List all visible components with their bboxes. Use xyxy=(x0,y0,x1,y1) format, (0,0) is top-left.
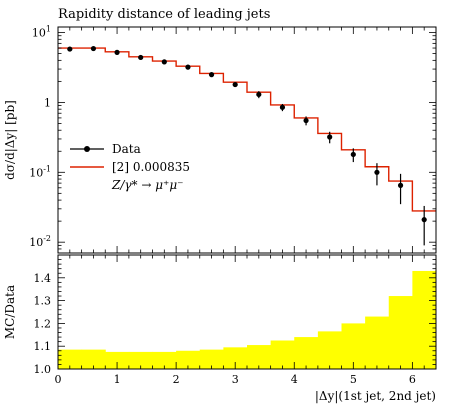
ratio-y-tick-label: 1.1 xyxy=(34,340,52,353)
data-point xyxy=(279,104,286,110)
data-point xyxy=(161,59,167,65)
ratio-bar xyxy=(412,270,437,369)
y-axis-label: dσ/d|Δy| [pb] xyxy=(3,100,17,180)
x-axis-label: |Δy|(1st jet, 2nd jet) xyxy=(315,389,436,403)
data-point xyxy=(90,45,97,52)
ratio-bar xyxy=(105,351,130,369)
ratio-bar xyxy=(176,350,201,369)
legend-data-marker xyxy=(84,146,90,152)
legend-mc-label: [2] 0.000835 xyxy=(112,160,190,174)
data-point xyxy=(374,169,380,175)
ratio-y-tick-label: 1.2 xyxy=(34,317,52,330)
ratio-bar xyxy=(365,316,390,369)
data-point xyxy=(67,46,73,52)
x-tick-label: 3 xyxy=(232,373,239,386)
ratio-bar xyxy=(128,351,153,369)
y-tick-label: 101 xyxy=(32,25,51,40)
y-tick-label: 10-1 xyxy=(29,164,51,179)
main-frame xyxy=(57,26,437,254)
ratio-y-axis-label: MC/Data xyxy=(3,285,17,339)
ratio-bar xyxy=(199,349,224,369)
data-point xyxy=(303,117,309,124)
ratio-bar xyxy=(58,349,83,369)
ratio-bar xyxy=(341,323,366,369)
data-point xyxy=(397,182,404,188)
ratio-bar xyxy=(294,337,319,369)
data-point xyxy=(256,91,262,98)
data-point xyxy=(327,134,333,140)
x-tick-label: 2 xyxy=(173,373,180,386)
x-tick-label: 1 xyxy=(114,373,121,386)
legend-process-label: Z/γ* → μ⁺μ⁻ xyxy=(111,178,184,192)
data-point xyxy=(114,49,120,55)
ratio-y-tick-label: 1.3 xyxy=(34,295,52,308)
ratio-y-tick-label: 1.0 xyxy=(34,363,52,376)
x-tick-label: 0 xyxy=(55,373,62,386)
ratio-bar xyxy=(247,345,272,369)
data-point xyxy=(208,72,215,78)
y-tick-label: 1 xyxy=(44,96,51,109)
chart-title: Rapidity distance of leading jets xyxy=(58,7,270,22)
data-point xyxy=(421,217,427,223)
data-point xyxy=(138,54,144,61)
x-tick-label: 5 xyxy=(350,373,357,386)
ratio-bar xyxy=(388,296,413,369)
ratio-y-tick-label: 1.4 xyxy=(34,272,52,285)
ratio-bar xyxy=(81,349,106,369)
data-point xyxy=(232,81,238,88)
legend: Data [2] 0.000835 Z/γ* → μ⁺μ⁻ xyxy=(70,142,190,192)
data-point xyxy=(350,151,356,158)
ratio-bar xyxy=(317,331,342,369)
legend-data-label: Data xyxy=(112,142,141,156)
mc-histogram-line xyxy=(58,47,436,212)
ratio-bar xyxy=(152,351,177,369)
ratio-bar xyxy=(223,347,248,369)
x-tick-label: 6 xyxy=(409,373,416,386)
ratio-bar xyxy=(270,340,295,369)
x-tick-label: 4 xyxy=(291,373,298,386)
data-point xyxy=(185,64,191,70)
y-tick-label: 10-2 xyxy=(29,234,51,249)
